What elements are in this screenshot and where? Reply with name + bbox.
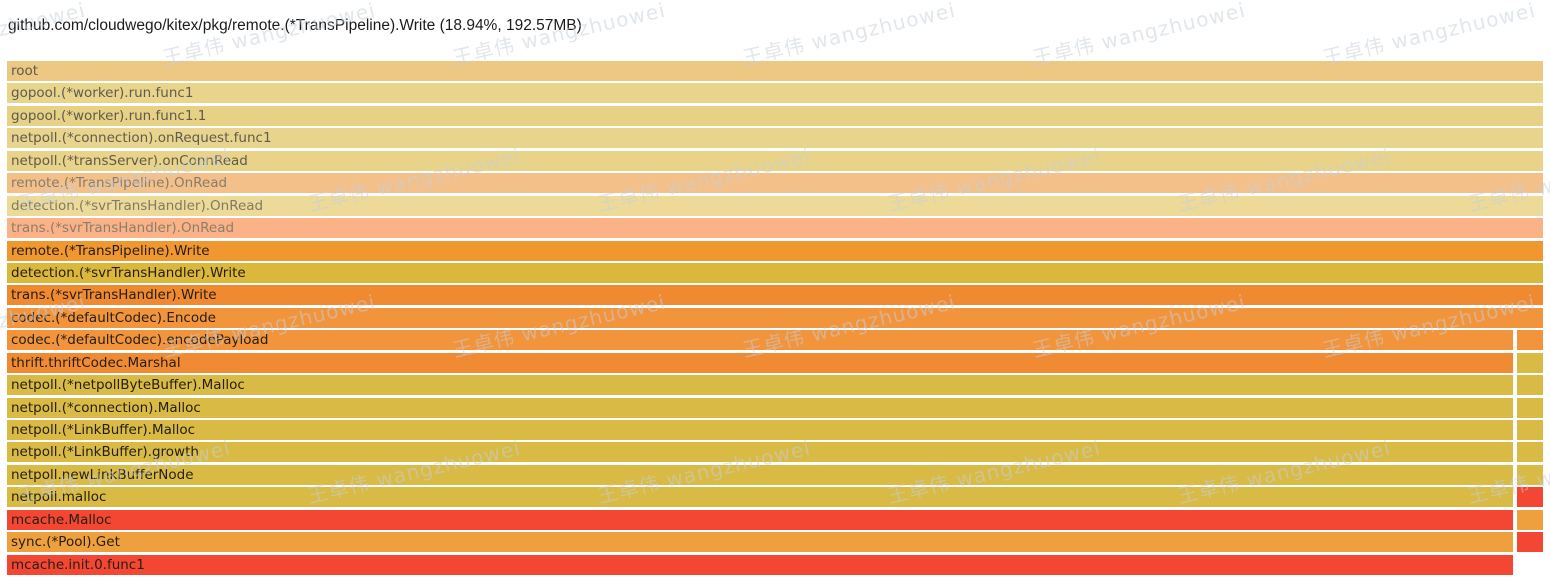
frame[interactable]: remote.(*TransPipeline).Write	[7, 240, 1543, 261]
frame-row: netpoll.(*connection).onRequest.func1	[7, 128, 1543, 149]
frame-row: remote.(*TransPipeline).OnRead	[7, 173, 1543, 194]
frame-sibling[interactable]	[1517, 442, 1543, 463]
frame-label: root	[11, 63, 39, 79]
frame-row: mcache.Malloc	[7, 509, 1543, 530]
frame-sibling[interactable]	[1517, 420, 1543, 440]
frame-sibling[interactable]	[1517, 397, 1543, 418]
frame-label: detection.(*svrTransHandler).Write	[11, 264, 246, 281]
frame-label: trans.(*svrTransHandler).Write	[11, 287, 217, 304]
flamegraph: root gopool.(*worker).run.func1 gopool.(*w…	[7, 61, 1543, 575]
frame-row: mcache.init.0.func1	[7, 554, 1543, 575]
frame[interactable]: trans.(*svrTransHandler).Write	[7, 285, 1543, 306]
frame-row: netpoll.(*LinkBuffer).Malloc	[7, 420, 1543, 440]
frame-row: netpoll.(*LinkBuffer).growth	[7, 442, 1543, 463]
frame-label: thrift.thriftCodec.Marshal	[11, 354, 181, 371]
frame-row: detection.(*svrTransHandler).Write	[7, 262, 1543, 283]
frame-row: trans.(*svrTransHandler).Write	[7, 285, 1543, 306]
frame-label: netpoll.malloc	[11, 489, 107, 506]
frame-label: detection.(*svrTransHandler).OnRead	[11, 197, 264, 214]
frame-sibling[interactable]	[1517, 464, 1543, 485]
frame[interactable]: codec.(*defaultCodec).encodePayload	[7, 330, 1513, 351]
frame-label: netpoll.(*transServer).onConnRead	[11, 152, 248, 169]
frame-row: codec.(*defaultCodec).encodePayload	[7, 330, 1543, 351]
frame-label: netpoll.(*connection).Malloc	[11, 399, 201, 416]
frame-row: netpoll.malloc	[7, 487, 1543, 508]
frame[interactable]: detection.(*svrTransHandler).OnRead	[7, 195, 1543, 216]
frame-sibling[interactable]	[1517, 330, 1543, 351]
frame[interactable]: netpoll.(*LinkBuffer).growth	[7, 442, 1513, 463]
frame-sibling[interactable]	[1517, 487, 1543, 508]
frame-sibling[interactable]	[1517, 509, 1543, 530]
frame-row: gopool.(*worker).run.func1	[7, 83, 1543, 104]
frame-label: codec.(*defaultCodec).Encode	[11, 309, 216, 326]
frame[interactable]: trans.(*svrTransHandler).OnRead	[7, 218, 1543, 239]
frame-sibling[interactable]	[1517, 375, 1543, 396]
frame-label: remote.(*TransPipeline).OnRead	[11, 175, 228, 192]
frame[interactable]: root	[7, 61, 1543, 81]
frame[interactable]: netpoll.(*connection).onRequest.func1	[7, 128, 1543, 149]
frame-row: trans.(*svrTransHandler).OnRead	[7, 218, 1543, 239]
frame-sibling[interactable]	[1517, 352, 1543, 373]
frame-row: codec.(*defaultCodec).Encode	[7, 307, 1543, 328]
frame-label: netpoll.(*netpollByteBuffer).Malloc	[11, 377, 245, 394]
frame-label: netpoll.(*LinkBuffer).Malloc	[11, 422, 196, 438]
frame[interactable]: gopool.(*worker).run.func1.1	[7, 105, 1543, 126]
frame[interactable]: netpoll.(*netpollByteBuffer).Malloc	[7, 375, 1513, 396]
frame[interactable]: codec.(*defaultCodec).Encode	[7, 307, 1543, 328]
frame[interactable]: gopool.(*worker).run.func1	[7, 83, 1543, 104]
frame[interactable]: detection.(*svrTransHandler).Write	[7, 262, 1543, 283]
frame-row: sync.(*Pool).Get	[7, 532, 1543, 553]
frame-label: sync.(*Pool).Get	[11, 534, 120, 551]
frame-label: remote.(*TransPipeline).Write	[11, 242, 210, 259]
frame-label: gopool.(*worker).run.func1.1	[11, 107, 207, 124]
frame-label: netpoll.(*LinkBuffer).growth	[11, 444, 199, 461]
frame[interactable]: sync.(*Pool).Get	[7, 532, 1513, 553]
frame[interactable]: netpoll.malloc	[7, 487, 1513, 508]
frame-row: root	[7, 61, 1543, 81]
frame-label: gopool.(*worker).run.func1	[11, 85, 194, 102]
frame-label: mcache.init.0.func1	[11, 556, 145, 573]
frame[interactable]: netpoll.(*LinkBuffer).Malloc	[7, 420, 1513, 440]
frame[interactable]: thrift.thriftCodec.Marshal	[7, 352, 1513, 373]
frame-label: codec.(*defaultCodec).encodePayload	[11, 332, 269, 349]
frame-row: netpoll.(*connection).Malloc	[7, 397, 1543, 418]
frame-label: netpoll.newLinkBufferNode	[11, 466, 194, 483]
frame-sibling[interactable]	[1517, 532, 1543, 553]
frame[interactable]: remote.(*TransPipeline).OnRead	[7, 173, 1543, 194]
frame[interactable]: netpoll.(*connection).Malloc	[7, 397, 1513, 418]
frame-row: netpoll.newLinkBufferNode	[7, 464, 1543, 485]
frame-row: remote.(*TransPipeline).Write	[7, 240, 1543, 261]
frame-label: mcache.Malloc	[11, 511, 112, 528]
frame[interactable]: netpoll.newLinkBufferNode	[7, 464, 1513, 485]
frame-row: detection.(*svrTransHandler).OnRead	[7, 195, 1543, 216]
frame[interactable]: mcache.Malloc	[7, 509, 1513, 530]
frame[interactable]: mcache.init.0.func1	[7, 554, 1513, 575]
page-title: github.com/cloudwego/kitex/pkg/remote.(*…	[8, 17, 582, 34]
frame-row: gopool.(*worker).run.func1.1	[7, 105, 1543, 126]
frame-label: trans.(*svrTransHandler).OnRead	[11, 220, 235, 237]
frame[interactable]: netpoll.(*transServer).onConnRead	[7, 150, 1543, 171]
frame-label: netpoll.(*connection).onRequest.func1	[11, 130, 272, 147]
frame-row: netpoll.(*transServer).onConnRead	[7, 150, 1543, 171]
frame-row: netpoll.(*netpollByteBuffer).Malloc	[7, 375, 1543, 396]
frame-row: thrift.thriftCodec.Marshal	[7, 352, 1543, 373]
